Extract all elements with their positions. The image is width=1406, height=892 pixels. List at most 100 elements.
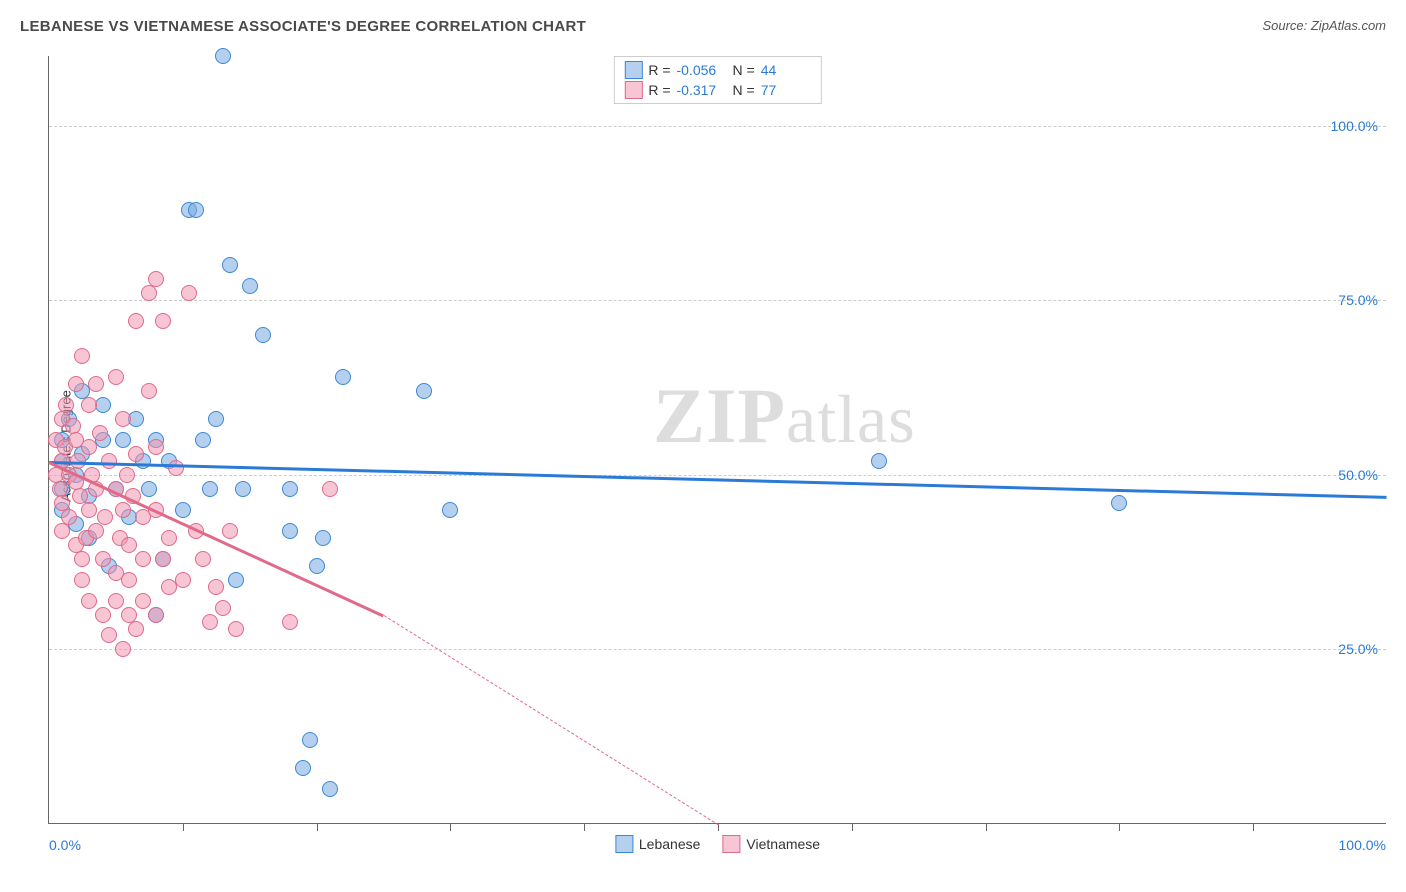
x-tick [450,823,451,831]
scatter-chart: ZIPatlas R = -0.056 N = 44 R = -0.317 N … [48,56,1386,824]
data-point [81,502,97,518]
data-point [295,760,311,776]
data-point [302,732,318,748]
x-tick [986,823,987,831]
data-point [88,376,104,392]
data-point [135,593,151,609]
data-point [175,572,191,588]
data-point [416,383,432,399]
data-point [68,376,84,392]
chart-title: LEBANESE VS VIETNAMESE ASSOCIATE'S DEGRE… [20,18,586,35]
data-point [195,551,211,567]
data-point [74,551,90,567]
data-point [128,313,144,329]
data-point [128,621,144,637]
data-point [92,425,108,441]
data-point [95,607,111,623]
data-point [282,614,298,630]
r-value-lebanese: -0.056 [677,62,727,78]
data-point [81,439,97,455]
data-point [871,453,887,469]
legend-stats-row: R = -0.056 N = 44 [624,61,810,79]
data-point [148,271,164,287]
legend-item: Vietnamese [722,835,820,853]
data-point [255,327,271,343]
r-value-vietnamese: -0.317 [677,82,727,98]
data-point [208,579,224,595]
gridline [49,126,1386,127]
data-point [188,202,204,218]
data-point [74,572,90,588]
data-point [335,369,351,385]
data-point [215,48,231,64]
y-tick-label: 100.0% [1331,118,1378,134]
data-point [322,781,338,797]
data-point [141,481,157,497]
gridline [49,475,1386,476]
data-point [135,551,151,567]
data-point [115,502,131,518]
data-point [222,523,238,539]
n-label: N = [733,62,755,78]
trend-line-extrapolated [383,615,718,825]
data-point [309,558,325,574]
data-point [101,453,117,469]
watermark: ZIPatlas [653,371,916,461]
data-point [202,481,218,497]
y-tick-label: 25.0% [1338,641,1378,657]
data-point [95,551,111,567]
n-label: N = [733,82,755,98]
data-point [61,509,77,525]
data-point [155,313,171,329]
data-point [282,523,298,539]
data-point [155,551,171,567]
data-point [208,411,224,427]
data-point [121,572,137,588]
data-point [181,285,197,301]
data-point [121,537,137,553]
legend-item: Lebanese [615,835,701,853]
x-tick [317,823,318,831]
n-value-lebanese: 44 [761,62,811,78]
legend-stats-row: R = -0.317 N = 77 [624,81,810,99]
data-point [161,530,177,546]
legend-swatch [615,835,633,853]
data-point [115,411,131,427]
data-point [1111,495,1127,511]
legend-swatch [722,835,740,853]
x-tick [1253,823,1254,831]
data-point [108,369,124,385]
data-point [228,572,244,588]
data-point [215,600,231,616]
gridline [49,300,1386,301]
data-point [175,502,191,518]
y-tick-label: 50.0% [1338,467,1378,483]
legend-stats: R = -0.056 N = 44 R = -0.317 N = 77 [613,56,821,104]
r-label: R = [648,82,670,98]
legend-swatch-lebanese [624,61,642,79]
gridline [49,649,1386,650]
data-point [242,278,258,294]
data-point [101,627,117,643]
legend-label: Vietnamese [746,836,820,852]
data-point [74,348,90,364]
x-tick [1119,823,1120,831]
data-point [222,257,238,273]
x-tick [584,823,585,831]
data-point [88,523,104,539]
data-point [81,593,97,609]
data-point [322,481,338,497]
data-point [115,641,131,657]
data-point [115,432,131,448]
legend-swatch-vietnamese [624,81,642,99]
x-tick [852,823,853,831]
data-point [282,481,298,497]
data-point [442,502,458,518]
data-point [119,467,135,483]
legend-label: Lebanese [639,836,701,852]
data-point [54,523,70,539]
r-label: R = [648,62,670,78]
data-point [97,509,113,525]
data-point [141,285,157,301]
data-point [108,593,124,609]
